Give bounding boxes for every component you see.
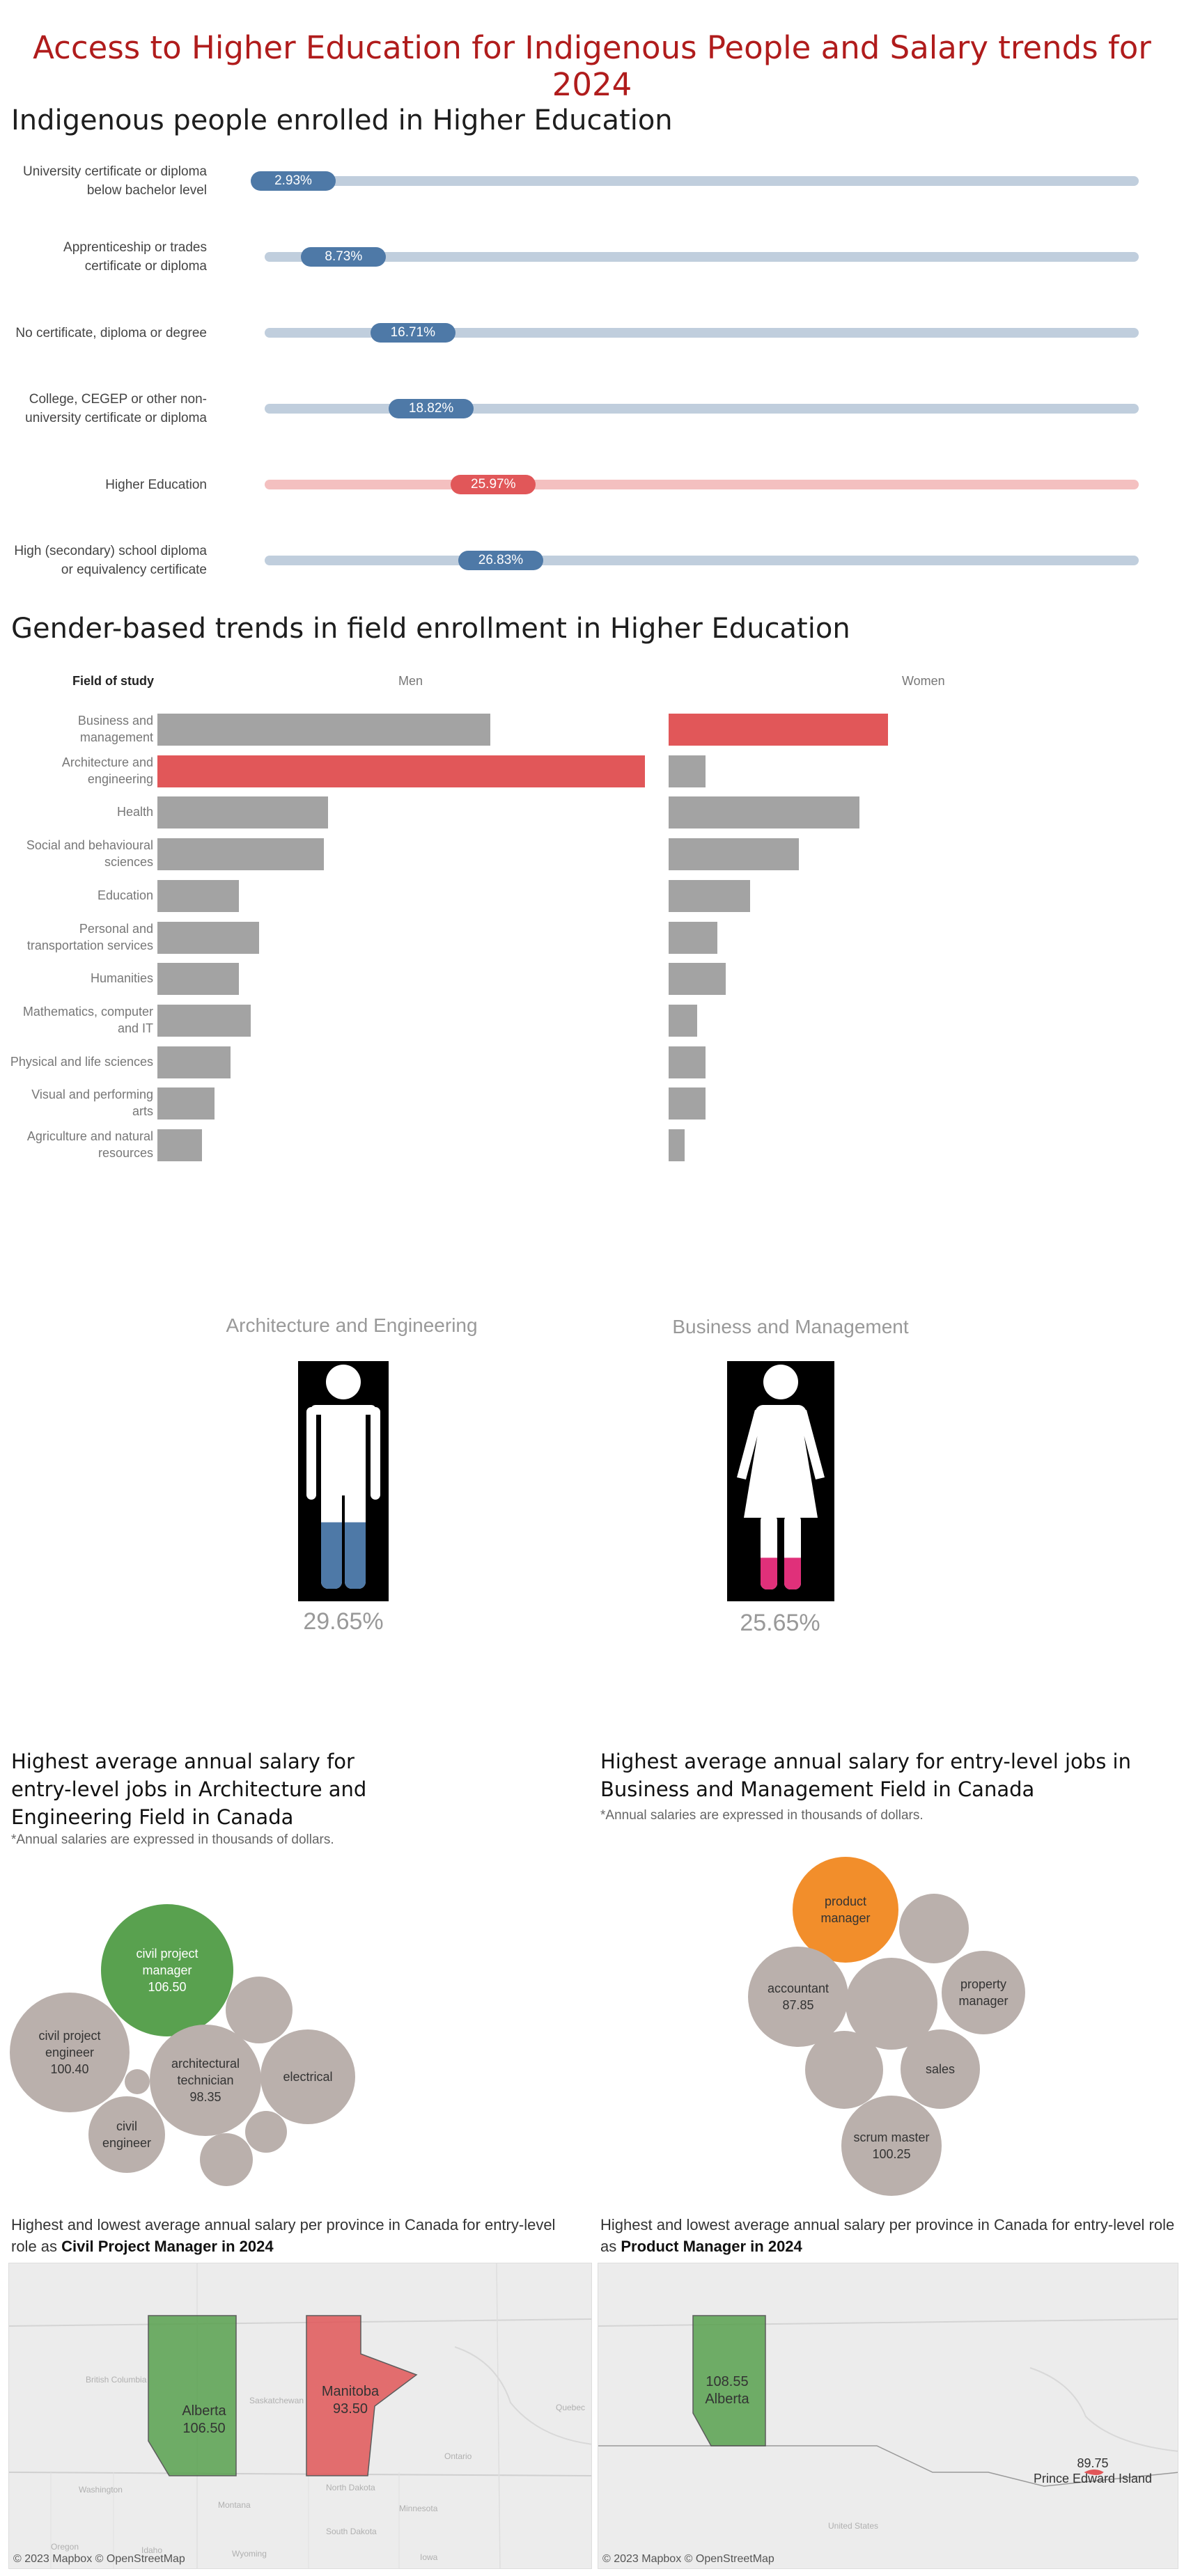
map-left-alberta-label: Alberta 106.50 [182,2403,226,2436]
map-left[interactable]: Alberta 106.50 Manitoba 93.50 British Co… [8,2263,592,2569]
women-bar [669,921,717,954]
man-figure-title: Architecture and Engineering [226,1314,478,1336]
map-right-heading: Highest and lowest average annual salary… [600,2216,1175,2255]
men-bar [157,879,239,912]
women-bar [669,879,750,912]
women-bar [669,714,888,746]
enrollment-row-label: No certificate, diploma or degree [15,325,207,340]
salary-bubble[interactable] [245,2111,287,2153]
enrollment-row-value: 18.82% [389,399,474,418]
salary-bubble[interactable] [200,2133,253,2186]
enrollment-row-label: Higher Education [105,477,207,492]
enrollment-row-track [265,328,1139,338]
gender-field-label: Mathematics, computer and IT [22,1004,153,1035]
men-bar [157,838,325,871]
enrollment-row-track [265,556,1139,565]
salary-right-note: *Annual salaries are expressed in thousa… [600,1808,924,1823]
salary-bubble[interactable]: civil project manager 106.50 [101,1904,233,2036]
map-left-heading: Highest and lowest average annual salary… [11,2216,556,2255]
women-bar [669,1046,706,1078]
enrollment-heading: Indigenous people enrolled in Higher Edu… [11,104,673,136]
map-left-manitoba-label: Manitoba 93.50 [321,2384,380,2417]
enrollment-row-value: 16.71% [370,323,455,343]
woman-figure-title: Business and Management [672,1316,909,1337]
men-bar [157,755,645,787]
enrollment-row-value: 25.97% [451,475,536,494]
men-bar [157,796,328,829]
women-bar [669,838,799,871]
enrollment-row-value: 8.73% [301,247,387,267]
salary-left-heading: Highest average annual salary for entry-… [11,1750,367,1829]
enrollment-row-track [265,404,1139,414]
map-right[interactable]: 108.55 Alberta 89.75 Prince Edward Islan… [598,2263,1178,2569]
salary-bubble[interactable]: property manager [942,1951,1025,2034]
gender-field-label: Visual and performing arts [31,1087,153,1119]
gender-field-label: Humanities [90,971,153,986]
page-title: Access to Higher Education for Indigenou… [33,29,1151,103]
salary-bubble[interactable]: product manager [793,1857,898,1963]
gender-field-label: Social and behavioural sciences [26,838,153,870]
enrollment-row-label: High (secondary) school diploma or equiv… [14,544,207,577]
map-right-pei-label: 89.75 Prince Edward Island [1033,2456,1153,2485]
women-bar [669,963,726,996]
salary-bubble[interactable]: architectural technician 98.35 [150,2025,261,2136]
gender-heading: Gender-based trends in field enrollment … [11,613,850,645]
woman-percent: 25.65% [740,1610,820,1636]
enrollment-row-track [265,480,1139,489]
men-bar [157,1129,203,1161]
enrollment-row-label: Apprenticeship or trades certificate or … [63,240,207,274]
salary-bubble[interactable] [899,1894,969,1963]
men-header: Men [398,674,423,688]
men-bar [157,1046,231,1078]
women-bar [669,755,706,787]
gender-field-label: Education [97,888,153,902]
men-bar [157,714,491,746]
gender-field-label: Architecture and engineering [61,755,153,786]
men-bar [157,1087,215,1120]
salary-bubble[interactable] [125,2069,150,2094]
gender-field-label: Physical and life sciences [10,1054,153,1069]
gender-field-label: Health [116,805,153,819]
salary-bubble[interactable]: scrum master 100.25 [841,2096,942,2196]
salary-left-note: *Annual salaries are expressed in thousa… [11,1832,334,1847]
man-percent: 29.65% [303,1608,384,1635]
salary-right-heading: Highest average annual salary for entry-… [600,1750,1131,1801]
men-bar [157,921,259,954]
enrollment-row-value: 26.83% [458,551,543,570]
salary-bubble[interactable]: civil project engineer 100.40 [10,1993,130,2112]
field-of-study-header: Field of study [72,674,154,688]
enrollment-row-label: College, CEGEP or other non-university c… [25,392,207,425]
salary-bubble[interactable] [805,2031,883,2109]
enrollment-row-value: 2.93% [251,171,336,191]
salary-bubble[interactable]: accountant 87.85 [748,1947,848,2047]
women-bar [669,796,860,829]
women-bar [669,1129,685,1161]
enrollment-row-track [265,176,1139,186]
gender-field-label: Agriculture and natural resources [26,1129,153,1160]
map-right-alberta-label: 108.55 Alberta [705,2374,749,2407]
women-bar [669,1087,706,1120]
salary-bubble[interactable]: civil engineer [88,2096,165,2173]
enrollment-row-track [265,252,1139,262]
man-figure [298,1361,389,1601]
salary-bubble[interactable]: electrical [260,2029,355,2124]
map-right-credit: © 2023 Mapbox © OpenStreetMap [602,2553,774,2565]
salary-bubble[interactable] [226,1977,293,2043]
men-bar [157,963,239,996]
men-bar [157,1004,251,1037]
women-header: Women [902,674,945,688]
women-bar [669,1004,697,1037]
gender-field-label: Personal and transportation services [26,921,153,952]
woman-figure [727,1361,834,1601]
gender-field-label: Business and management [77,714,153,744]
enrollment-row-label: University certificate or diploma below … [23,164,207,198]
map-left-credit: © 2023 Mapbox © OpenStreetMap [13,2553,185,2565]
